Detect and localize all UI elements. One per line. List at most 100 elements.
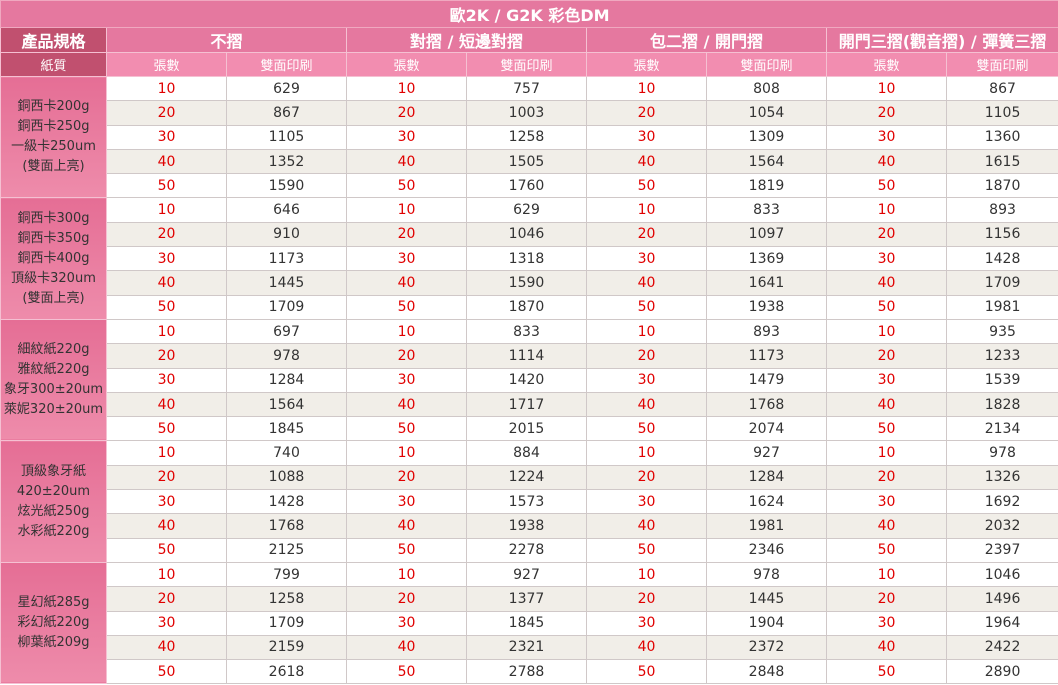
price: 978	[226, 343, 347, 369]
quantity: 20	[346, 464, 467, 491]
price: 1564	[706, 148, 827, 175]
price: 2278	[466, 537, 587, 563]
paper-line: 銅西卡250g	[17, 119, 90, 135]
price: 1590	[466, 270, 587, 296]
quantity: 50	[586, 537, 707, 563]
quantity: 40	[826, 634, 947, 661]
price: 2346	[706, 537, 827, 563]
table-row: 20 867 20 1003 20 1054 20 1105	[1, 100, 1058, 126]
paper-line: 420±20um	[16, 483, 91, 499]
quantity: 20	[346, 100, 467, 126]
table-row: 30 1105 30 1258 30 1309 30 1360	[1, 124, 1058, 150]
price: 629	[466, 197, 587, 223]
quantity: 10	[586, 440, 707, 466]
paper-line: 銅西卡350g	[17, 230, 90, 246]
price: 1938	[706, 294, 827, 320]
price: 757	[466, 75, 587, 102]
quantity: 40	[106, 270, 227, 296]
quantity: 50	[586, 416, 707, 442]
paper-line: 柳葉紙209g	[17, 635, 90, 651]
quantity: 50	[106, 416, 227, 442]
table-row: 40 1564 40 1717 40 1768 40 1828	[1, 391, 1058, 418]
quantity: 50	[826, 294, 947, 320]
price: 1258	[466, 124, 587, 150]
quantity: 50	[826, 173, 947, 199]
price: 740	[226, 440, 347, 466]
quantity: 30	[346, 367, 467, 393]
price: 884	[466, 440, 587, 466]
quantity: 10	[106, 318, 227, 345]
price: 1258	[226, 586, 347, 612]
quantity: 40	[346, 148, 467, 175]
quantity: 50	[346, 173, 467, 199]
quantity: 40	[346, 634, 467, 661]
price: 1768	[226, 513, 347, 539]
quantity: 10	[346, 561, 467, 588]
paper-line: 萊妮320±20um	[3, 402, 104, 418]
table-row: 20 910 20 1046 20 1097 20 1156	[1, 221, 1058, 248]
quantity: 50	[586, 294, 707, 320]
price: 1173	[706, 343, 827, 369]
price: 1369	[706, 246, 827, 272]
price: 2618	[226, 659, 347, 685]
paper-line: 一級卡250um	[11, 139, 96, 155]
column-header: 雙面印刷	[466, 52, 587, 77]
column-header: 雙面印刷	[945, 52, 1058, 77]
price: 2032	[945, 513, 1058, 539]
quantity: 20	[826, 343, 947, 369]
price: 978	[706, 561, 827, 588]
price: 833	[706, 197, 827, 223]
quantity: 30	[346, 610, 467, 636]
price: 629	[226, 75, 347, 102]
price: 1845	[226, 416, 347, 442]
price: 1420	[466, 367, 587, 393]
table-row: 40 1768 40 1938 40 1981 40 2032	[1, 513, 1058, 539]
quantity: 50	[106, 659, 227, 685]
price: 1938	[466, 513, 587, 539]
quantity: 20	[826, 586, 947, 612]
table-row: 歐2K / G2K 彩色DM	[0, 0, 1058, 28]
price: 2397	[945, 537, 1058, 563]
price: 1819	[706, 173, 827, 199]
price: 1309	[706, 124, 827, 150]
price: 1479	[706, 367, 827, 393]
price: 1428	[226, 489, 347, 515]
quantity: 50	[826, 659, 947, 685]
price: 927	[706, 440, 827, 466]
price: 1505	[466, 148, 587, 175]
price: 1105	[945, 100, 1058, 126]
column-header: 張數	[826, 52, 947, 77]
quantity: 10	[586, 561, 707, 588]
quantity: 40	[826, 270, 947, 296]
quantity: 40	[106, 634, 227, 661]
price: 1284	[226, 367, 347, 393]
quantity: 20	[106, 221, 227, 248]
quantity: 10	[346, 440, 467, 466]
price: 1573	[466, 489, 587, 515]
price: 646	[226, 197, 347, 223]
price: 935	[945, 318, 1058, 345]
quantity: 40	[346, 270, 467, 296]
table-row: 銅西卡200g 銅西卡250g 一級卡250um (雙面上亮) 10 629 10 757 10…	[0, 75, 1058, 199]
quantity: 10	[106, 197, 227, 223]
header-label: 產品規格	[0, 27, 107, 53]
quantity: 20	[586, 586, 707, 612]
price: 1964	[945, 610, 1058, 636]
price: 1114	[466, 343, 587, 369]
quantity: 30	[826, 367, 947, 393]
price: 1904	[706, 610, 827, 636]
quantity: 10	[586, 75, 707, 102]
table-row: 30 1709 30 1845 30 1904 30 1964	[1, 610, 1058, 636]
price: 1760	[466, 173, 587, 199]
price: 1445	[226, 270, 347, 296]
paper-line: 銅西卡300g	[17, 210, 90, 226]
paper-line: 彩幻紙220g	[17, 615, 90, 631]
quantity: 30	[586, 610, 707, 636]
paper-line: 雅紋紙220g	[17, 362, 90, 378]
quantity: 40	[106, 391, 227, 418]
quantity: 10	[586, 318, 707, 345]
quantity: 10	[826, 197, 947, 223]
table-row: 50 2618 50 2788 50 2848 50 2890	[1, 659, 1058, 685]
table-row: 頂級象牙紙 420±20um 炫光紙250g 水彩紙220g 10 740 10 884 10 9…	[0, 440, 1058, 563]
